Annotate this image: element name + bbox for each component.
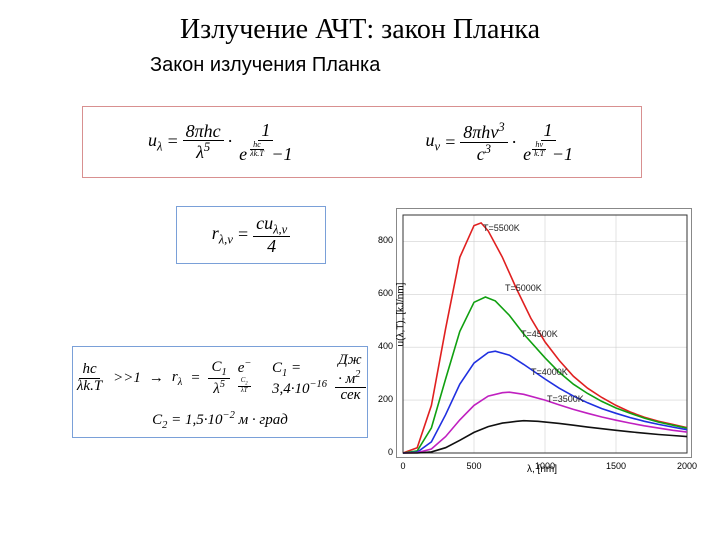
formula-box-bottom: hc λk.T >>1 → rλ = C1 λ5 e−C2λT C1 = 3,4… [72, 346, 368, 438]
chart-series-label: T=5500K [483, 223, 520, 233]
formula-r: rλ,ν = cuλ,ν 4 [212, 214, 291, 257]
formula-box-main: uλ = 8πhc λ5 · 1 ehcλk.T −1 uν = 8πhν3 c… [82, 106, 642, 178]
chart-series-label: T=4500K [521, 329, 558, 339]
chart-ytick: 200 [373, 394, 393, 404]
chart-xtick: 0 [391, 461, 415, 471]
planck-chart: u(λ,T), [kJ/nm] λ, [nm] 0200400600800050… [396, 208, 692, 458]
formula-u-lambda: uλ = 8πhc λ5 · 1 ehcλk.T −1 [148, 121, 296, 164]
formula-box-r: rλ,ν = cuλ,ν 4 [176, 206, 326, 264]
chart-xtick: 2000 [675, 461, 699, 471]
page-subtitle: Закон излучения Планка [0, 54, 720, 77]
chart-ytick: 0 [373, 447, 393, 457]
chart-ylabel: u(λ,T), [kJ/nm] [395, 283, 406, 347]
chart-xtick: 500 [462, 461, 486, 471]
chart-series-label: T=3500K [547, 394, 584, 404]
formula-c2-row: C2 = 1,5·10−2 м · град [152, 410, 288, 431]
chart-xtick: 1000 [533, 461, 557, 471]
chart-ytick: 400 [373, 341, 393, 351]
page-title: Излучение АЧТ: закон Планка [0, 0, 720, 46]
chart-series-label: T=5000K [505, 283, 542, 293]
chart-ytick: 800 [373, 235, 393, 245]
formula-wien-row: hc λk.T >>1 → rλ = C1 λ5 e−C2λT C1 = 3,4… [74, 353, 366, 404]
chart-series-label: T=4000K [531, 367, 568, 377]
chart-xtick: 1500 [604, 461, 628, 471]
chart-ytick: 600 [373, 288, 393, 298]
formula-u-nu: uν = 8πhν3 c3 · 1 ehνk.T −1 [426, 121, 576, 164]
